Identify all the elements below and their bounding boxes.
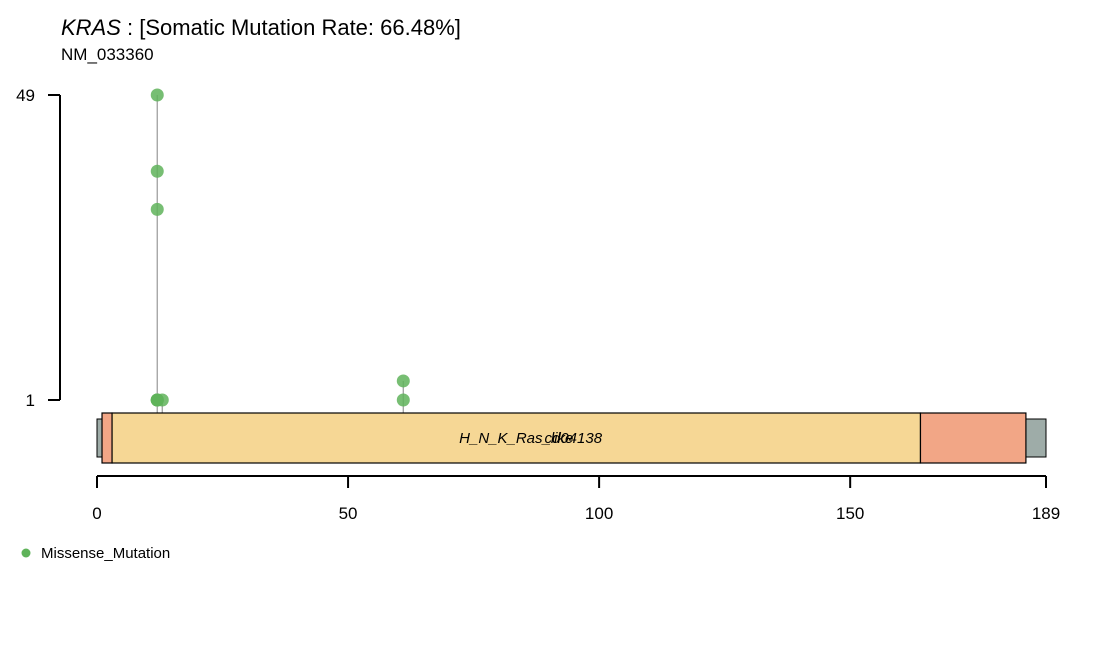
y-tick-label: 49	[16, 86, 35, 105]
domain-overlay-label: cd04138	[544, 430, 602, 447]
x-tick-label: 189	[1032, 504, 1060, 523]
mutation-points	[150, 88, 410, 407]
mutation-point	[396, 393, 410, 407]
protein-domain	[919, 412, 1027, 464]
legend-marker	[21, 548, 31, 558]
lollipop-stems	[156, 95, 404, 413]
mutation-point	[150, 164, 164, 178]
mutation-point	[155, 393, 169, 407]
transcript-id: NM_033360	[61, 45, 154, 64]
y-axis: 1 49	[16, 86, 61, 410]
mutation-point	[150, 88, 164, 102]
x-tick-label: 0	[92, 504, 101, 523]
legend-label: Missense_Mutation	[41, 545, 170, 562]
mutation-point	[150, 202, 164, 216]
mutation-point	[396, 374, 410, 388]
legend: Missense_Mutation	[21, 545, 170, 562]
protein-domain	[101, 412, 113, 464]
y-tick-label: 1	[26, 391, 35, 410]
gene-name: KRAS	[61, 15, 121, 40]
x-tick-label: 50	[339, 504, 358, 523]
x-axis: 0 50 100 150 189	[92, 475, 1060, 523]
x-tick-label: 150	[836, 504, 864, 523]
x-tick-label: 100	[585, 504, 613, 523]
chart-title: KRAS : [Somatic Mutation Rate: 66.48%]	[61, 15, 461, 40]
domain-label: H_N_K_Ras_like	[459, 430, 573, 447]
mutation-rate-text: : [Somatic Mutation Rate: 66.48%]	[121, 15, 461, 40]
